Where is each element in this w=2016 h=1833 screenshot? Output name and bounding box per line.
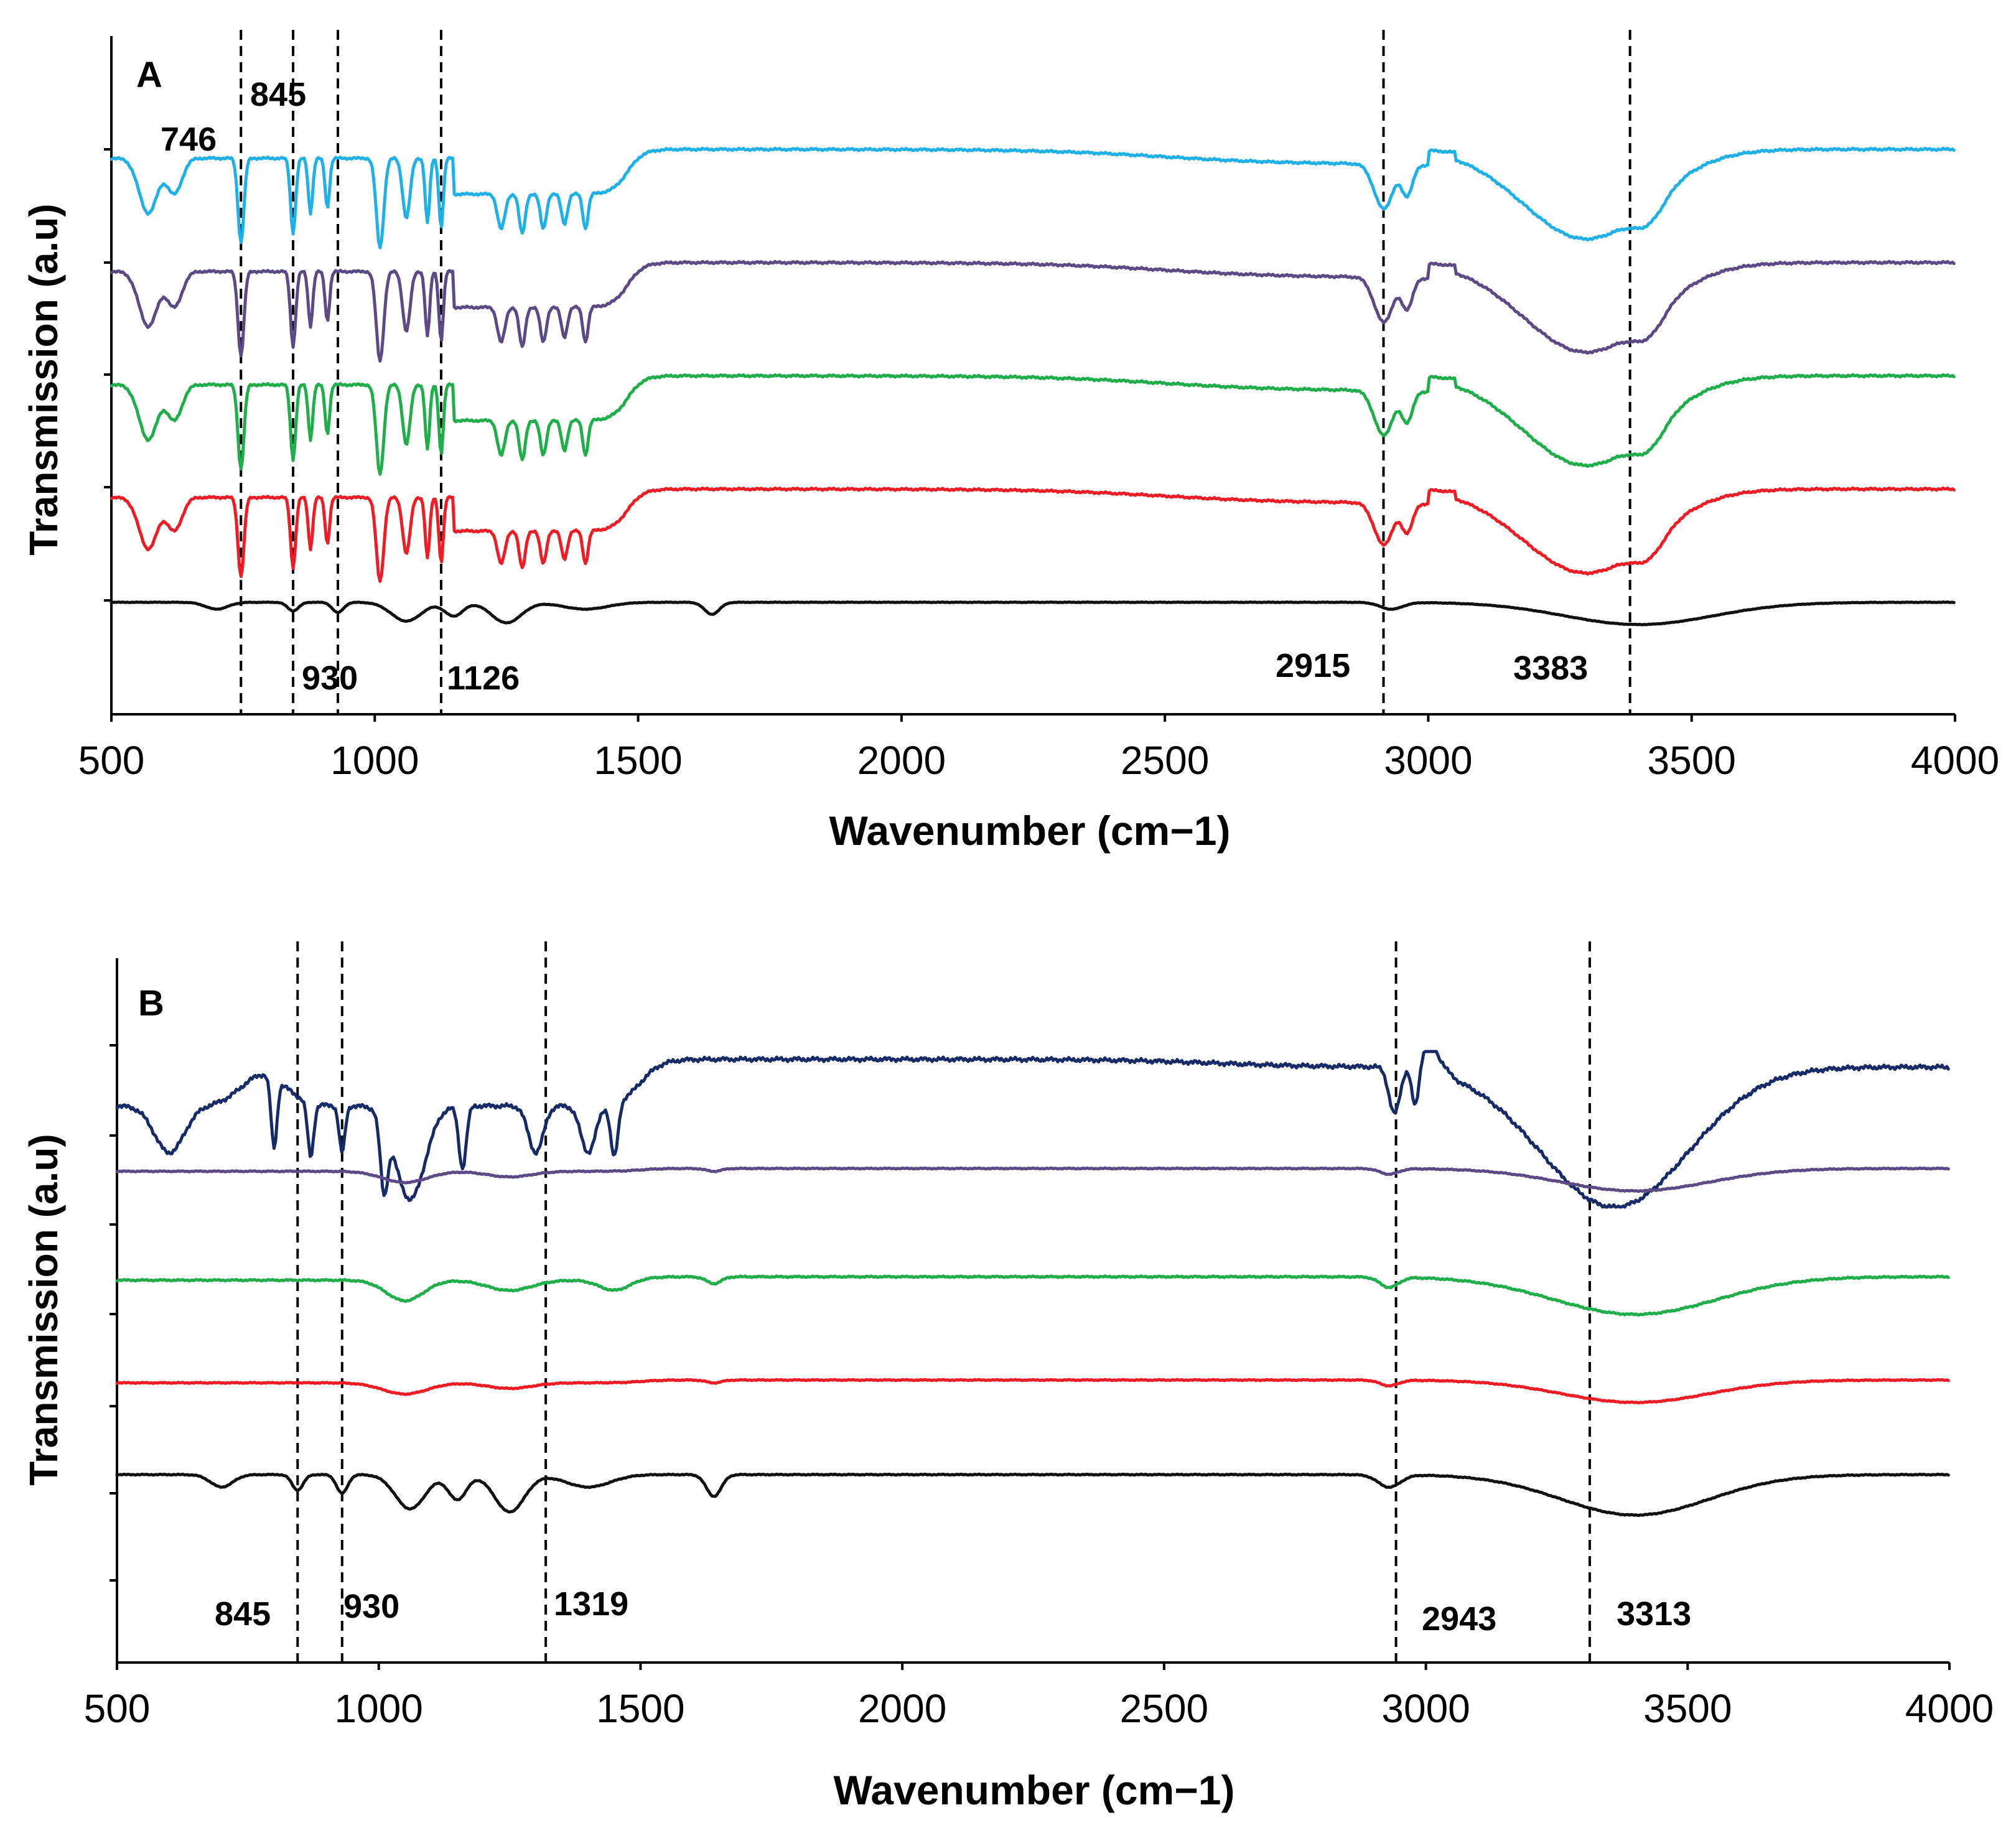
x-tick-label: 4000 — [1911, 738, 1999, 783]
x-tick-label: 3500 — [1648, 738, 1736, 783]
peak-label: 3313 — [1617, 1595, 1691, 1633]
panel-a-x-label: Wavenumber (cm−1) — [829, 808, 1231, 854]
x-tick-label: 2000 — [858, 1686, 946, 1731]
peak-label: 930 — [343, 1588, 399, 1625]
x-tick-label: 2500 — [1121, 738, 1209, 783]
spectrum-trace-4 — [110, 486, 1956, 583]
x-tick-label: 1000 — [330, 738, 419, 783]
peak-label: 2915 — [1276, 647, 1350, 684]
spectrum-trace-3 — [115, 1274, 1950, 1317]
x-tick-label: 2500 — [1120, 1686, 1208, 1731]
spectrum-trace-1 — [115, 1050, 1950, 1209]
x-tick-label: 500 — [84, 1686, 151, 1731]
spectrum-trace-2 — [110, 259, 1956, 363]
panel-b-x-label: Wavenumber (cm−1) — [834, 1767, 1235, 1813]
x-tick-label: 4000 — [1905, 1686, 1994, 1731]
panel-b-letter: B — [138, 983, 164, 1024]
spectrum-trace-4 — [115, 1378, 1950, 1405]
peak-label: 845 — [215, 1595, 271, 1633]
peak-label: 3383 — [1513, 650, 1588, 687]
peak-label: 746 — [161, 121, 217, 158]
spectrum-trace-2 — [115, 1166, 1950, 1193]
panel-b-y-label: Transmission (a.u) — [21, 1134, 66, 1485]
panel-a: 500 1000 1500 2000 2500 3000 3500 4000 746 845 93… — [21, 30, 1999, 854]
spectrum-trace-1 — [110, 146, 1956, 250]
x-tick-label: 3500 — [1643, 1686, 1732, 1731]
peak-label: 930 — [302, 660, 358, 697]
x-tick-label: 1000 — [335, 1686, 423, 1731]
peak-label: 1126 — [447, 660, 520, 697]
panel-b: 500 1000 1500 2000 2500 3000 3500 4000 845 930 13… — [21, 941, 1994, 1813]
x-tick-label: 1500 — [594, 738, 682, 783]
spectrum-trace-5 — [115, 1472, 1950, 1518]
x-tick-label: 500 — [78, 738, 145, 783]
x-tick-label: 3000 — [1384, 738, 1472, 783]
peak-label: 845 — [250, 76, 306, 113]
peak-label: 1319 — [554, 1585, 628, 1623]
spectrum-trace-3 — [110, 373, 1956, 476]
peak-label: 2943 — [1422, 1600, 1496, 1638]
panel-a-letter: A — [136, 55, 162, 95]
x-tick-label: 3000 — [1381, 1686, 1470, 1731]
panel-a-y-label: Transmission (a.u) — [21, 203, 66, 555]
x-tick-label: 1500 — [596, 1686, 684, 1731]
x-tick-label: 2000 — [857, 738, 946, 783]
spectrum-trace-5 — [110, 600, 1956, 627]
